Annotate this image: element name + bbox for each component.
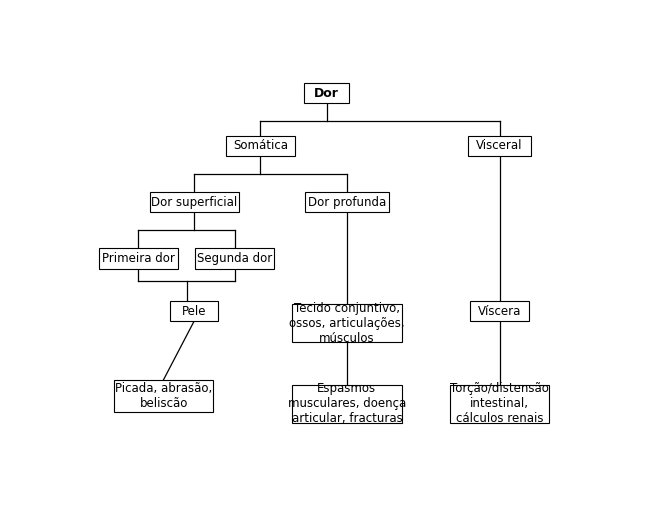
FancyBboxPatch shape [292,385,401,423]
FancyBboxPatch shape [450,385,549,423]
FancyBboxPatch shape [170,301,218,321]
Text: Dor: Dor [314,86,339,100]
FancyBboxPatch shape [195,248,275,269]
Text: Somática: Somática [233,139,288,152]
FancyBboxPatch shape [470,301,529,321]
Text: Torção/distensão
intestinal,
cálculos renais: Torção/distensão intestinal, cálculos re… [450,383,549,425]
Text: Visceral: Visceral [476,139,523,152]
Text: Primeira dor: Primeira dor [102,252,175,265]
Text: Pele: Pele [182,304,206,318]
Text: Tecido conjuntivo,
ossos, articulações,
músculos: Tecido conjuntivo, ossos, articulações, … [289,302,405,345]
FancyBboxPatch shape [226,136,295,156]
Text: Picada, abrasão,
beliscão: Picada, abrasão, beliscão [115,382,212,410]
FancyBboxPatch shape [468,136,532,156]
FancyBboxPatch shape [114,379,214,412]
Text: Dor superficial: Dor superficial [151,195,237,209]
FancyBboxPatch shape [150,192,238,212]
Text: Dor profunda: Dor profunda [307,195,386,209]
Text: Espasmos
musculares, doença
articular, fracturas: Espasmos musculares, doença articular, f… [288,383,406,425]
FancyBboxPatch shape [305,192,389,212]
FancyBboxPatch shape [292,304,401,342]
FancyBboxPatch shape [304,83,350,103]
Text: Segunda dor: Segunda dor [197,252,273,265]
FancyBboxPatch shape [99,248,177,269]
Text: Víscera: Víscera [478,304,522,318]
